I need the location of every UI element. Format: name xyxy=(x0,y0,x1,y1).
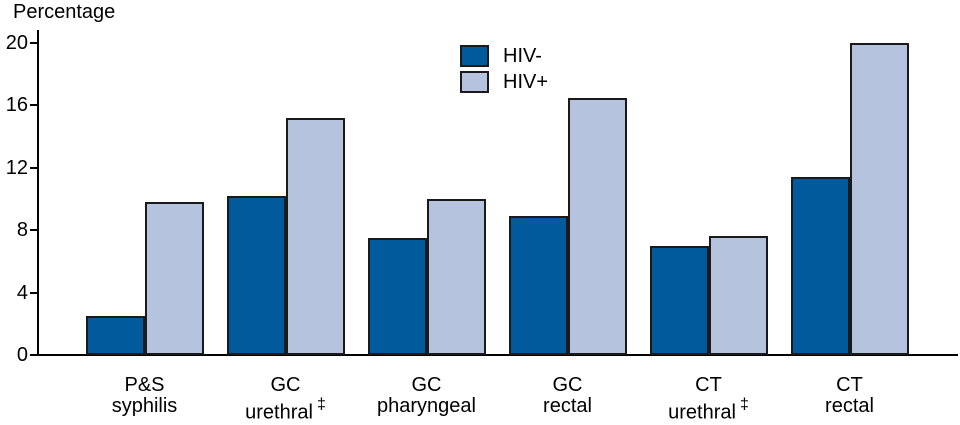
footnote-marker: ‡ xyxy=(739,396,749,413)
category-label-line2: rectal xyxy=(825,395,874,417)
bar-hiv-neg-gc-rectal xyxy=(508,216,568,355)
bar-hiv-neg-p-s-syphilis xyxy=(85,316,145,355)
bar-hiv-pos-gc-pharyngeal xyxy=(426,199,486,355)
bar-hiv-neg-gc-urethral xyxy=(226,196,286,355)
y-axis-title: Percentage xyxy=(13,1,116,23)
category-label-line1: P&S xyxy=(124,374,165,396)
bar-hiv-pos-p-s-syphilis xyxy=(144,202,204,355)
category-label-gc-pharyngeal: GC pharyngeal xyxy=(352,375,502,417)
bar-hiv-pos-ct-rectal xyxy=(849,43,909,355)
category-label-gc-urethral: GC urethral ‡ xyxy=(211,375,361,424)
legend-label: HIV+ xyxy=(503,71,549,93)
category-label-line2: pharyngeal xyxy=(377,395,476,417)
y-tick-label-0: 0 xyxy=(16,344,28,366)
y-tick-label-16: 16 xyxy=(5,94,28,117)
category-label-p-s-syphilis: P&S syphilis xyxy=(70,375,220,417)
y-tick-mark-4 xyxy=(30,291,38,294)
category-label-line1: GC xyxy=(411,374,442,396)
y-tick-mark-12 xyxy=(30,166,38,169)
y-tick-label-12: 12 xyxy=(5,156,28,179)
y-tick-label-20: 20 xyxy=(5,32,28,54)
category-label-line1: GC xyxy=(270,374,301,396)
x-axis-line xyxy=(37,354,958,356)
y-tick-mark-0 xyxy=(30,354,38,356)
bar-hiv-pos-gc-urethral xyxy=(285,118,345,355)
bar-hiv-neg-ct-rectal xyxy=(790,177,850,355)
bar-hiv-pos-gc-rectal xyxy=(567,98,627,355)
y-tick-mark-8 xyxy=(30,229,38,232)
category-label-line1: GC xyxy=(552,374,583,396)
legend-label: HIV- xyxy=(503,45,542,67)
legend-swatch xyxy=(460,71,489,93)
y-tick-label-8: 8 xyxy=(16,219,28,242)
y-axis-line xyxy=(37,30,39,356)
legend: HIV- HIV+ xyxy=(460,45,548,97)
category-label-line2: syphilis xyxy=(111,395,178,417)
category-label-line1: CT xyxy=(695,374,722,396)
category-label-line1: CT xyxy=(836,374,863,396)
category-label-line2: rectal xyxy=(543,395,592,417)
category-label-ct-rectal: CT rectal xyxy=(775,375,925,417)
y-tick-mark-20 xyxy=(30,42,38,44)
footnote-marker: ‡ xyxy=(316,396,326,413)
legend-item-hiv-neg: HIV- xyxy=(460,45,548,67)
bar-hiv-neg-ct-urethral xyxy=(649,246,709,355)
category-label-line2: urethral ‡ xyxy=(668,396,749,424)
y-tick-label-4: 4 xyxy=(16,281,28,304)
legend-swatch xyxy=(460,45,489,67)
bar-hiv-pos-ct-urethral xyxy=(708,236,768,355)
legend-item-hiv-pos: HIV+ xyxy=(460,71,548,93)
category-label-gc-rectal: GC rectal xyxy=(493,375,643,417)
category-label-line2: urethral ‡ xyxy=(245,396,326,424)
category-label-ct-urethral: CT urethral ‡ xyxy=(634,375,784,424)
y-tick-mark-16 xyxy=(30,104,38,107)
bar-hiv-neg-gc-pharyngeal xyxy=(367,238,427,355)
